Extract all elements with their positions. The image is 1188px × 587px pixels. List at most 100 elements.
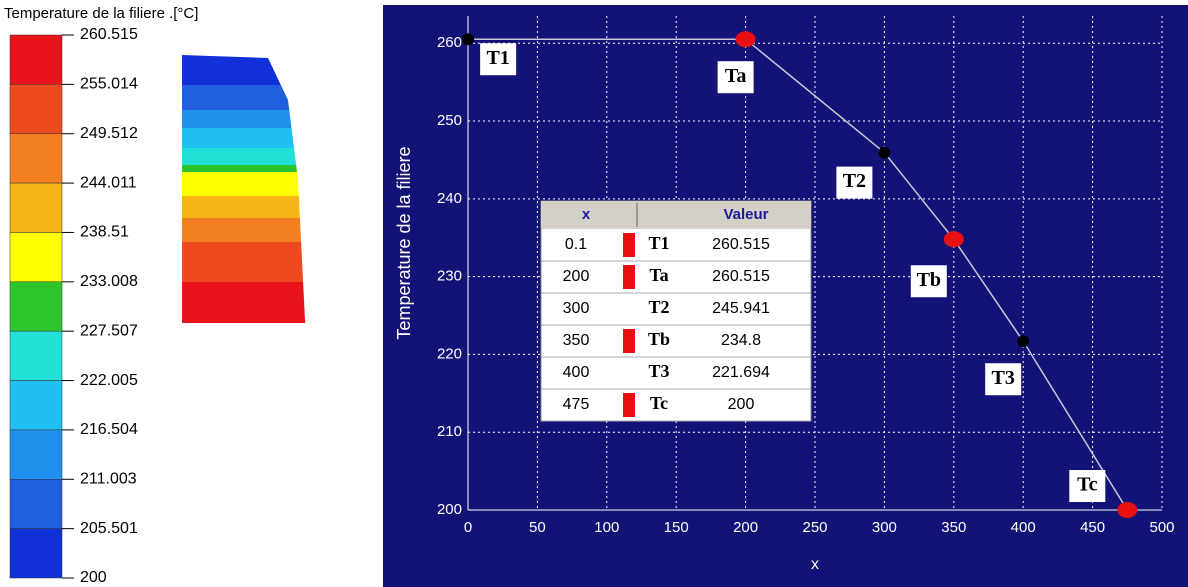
contour-band [182, 85, 385, 111]
table-cell: 400 [563, 364, 590, 381]
contour-band [182, 110, 385, 129]
table-background [540, 200, 812, 422]
x-axis-label: x [811, 556, 819, 573]
table-cell: Ta [649, 265, 668, 285]
row-swatch [623, 393, 635, 417]
tick-label: 260.515 [80, 26, 138, 43]
point-label: T2 [843, 170, 866, 192]
colorbar-title: Temperature de la filiere .[°C] [4, 5, 198, 22]
table-header-cell: x [582, 206, 591, 223]
contour-band [182, 282, 385, 323]
color-swatch [9, 429, 63, 480]
color-swatch [9, 528, 63, 579]
tick-label: 200 [80, 569, 107, 586]
table-cell: 260.515 [712, 236, 770, 253]
table-cell: 200 [563, 268, 590, 285]
color-swatch [9, 281, 63, 332]
table-cell: T1 [648, 233, 669, 253]
y-tick-label: 220 [437, 345, 462, 362]
x-tick-label: 300 [872, 519, 897, 536]
y-axis-label: Temperature de la filiere [394, 146, 414, 339]
contour-band [182, 55, 385, 86]
tick-label: 227.507 [80, 322, 138, 339]
table-cell: 234.8 [721, 332, 761, 349]
color-swatch [9, 84, 63, 134]
point-label-box [717, 61, 754, 94]
tick-label: 244.011 [80, 174, 137, 191]
x-tick-label: 500 [1149, 519, 1174, 536]
point-label-box [910, 265, 947, 298]
tick-label: 233.008 [80, 273, 138, 290]
data-point [462, 33, 475, 46]
table-cell: 245.941 [712, 300, 770, 317]
data-point [943, 231, 964, 248]
color-swatch [9, 380, 63, 431]
tick-label: 238.51 [80, 224, 129, 241]
y-tick-label: 250 [437, 112, 462, 129]
color-swatch [9, 479, 63, 529]
contour-band [182, 148, 385, 166]
color-swatch [9, 182, 63, 233]
point-label-box [836, 166, 873, 199]
data-line [468, 38, 1128, 511]
x-tick-label: 200 [733, 519, 758, 536]
x-tick-label: 50 [529, 519, 546, 536]
table-cell: 475 [563, 396, 590, 413]
y-tick-label: 260 [437, 34, 462, 51]
point-label: Tb [917, 269, 941, 291]
data-point [878, 146, 891, 159]
table-cell: Tc [650, 393, 668, 413]
row-swatch [623, 233, 635, 257]
table-header [541, 201, 811, 229]
row-swatch [623, 265, 635, 289]
x-tick-label: 150 [664, 519, 689, 536]
table-cell: T2 [648, 297, 669, 317]
contour-picture [182, 55, 385, 323]
point-label-box [985, 363, 1022, 396]
contour-band [182, 196, 385, 219]
x-tick-label: 400 [1011, 519, 1036, 536]
x-tick-label: 350 [941, 519, 966, 536]
color-swatch [9, 34, 63, 85]
point-label: T1 [486, 47, 509, 69]
data-point [1117, 502, 1138, 518]
tick-label: 249.512 [80, 125, 138, 142]
color-swatch [9, 133, 63, 184]
table-cell: 260.515 [712, 268, 770, 285]
tick-label: 255.014 [80, 76, 138, 93]
tick-label: 205.501 [80, 520, 138, 537]
x-tick-label: 250 [802, 519, 827, 536]
table-cell: 200 [728, 396, 755, 413]
color-swatch [9, 330, 63, 381]
contour-band [182, 128, 385, 149]
table-cell: 221.694 [712, 364, 770, 381]
color-swatch [9, 232, 63, 283]
tick-label: 216.504 [80, 421, 138, 438]
table-cell: T3 [648, 361, 669, 381]
y-tick-label: 240 [437, 190, 462, 207]
point-label: Ta [725, 65, 747, 87]
y-tick-label: 230 [437, 268, 462, 285]
row-swatch [623, 329, 635, 353]
tick-label: 211.003 [80, 470, 137, 487]
data-point [1017, 335, 1030, 348]
x-tick-label: 450 [1080, 519, 1105, 536]
point-label-box [480, 43, 517, 76]
contour-band [182, 165, 385, 173]
point-label-box [1069, 470, 1106, 502]
table-cell: Tb [648, 329, 670, 349]
table-header-cell: Valeur [723, 206, 768, 223]
point-label: T3 [992, 367, 1015, 389]
tick-label: 222.005 [80, 372, 138, 389]
table-cell: 0.1 [565, 236, 587, 253]
contour-band [182, 218, 385, 243]
table-cell: 300 [563, 300, 590, 317]
x-tick-label: 100 [594, 519, 619, 536]
y-tick-label: 200 [437, 501, 462, 518]
point-label: Tc [1077, 474, 1098, 496]
x-tick-label: 0 [464, 519, 472, 536]
table-cell: 350 [563, 332, 590, 349]
contour-band [182, 172, 385, 197]
contour-band [182, 242, 385, 283]
